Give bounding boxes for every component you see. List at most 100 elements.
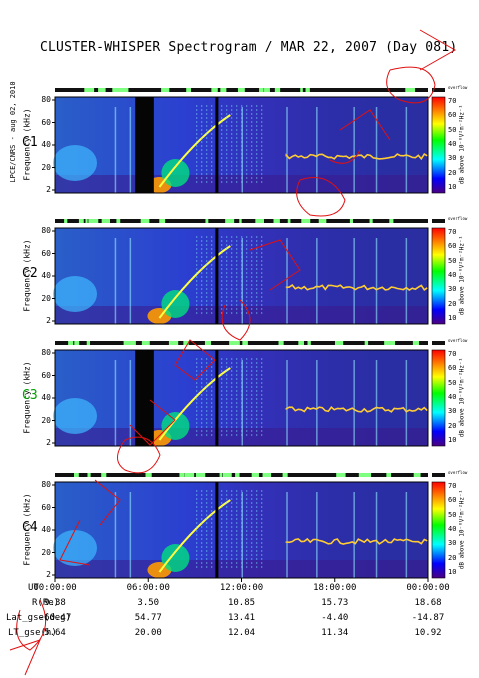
emission-region: [53, 530, 97, 566]
ephemeris-value: 10.92: [414, 628, 442, 638]
y-tick-label: 2: [46, 316, 51, 325]
ephemeris-value: -60.47: [38, 613, 72, 623]
colorbar-tick: 20: [448, 299, 457, 308]
ephemeris-row-label: LT_gse(h): [8, 628, 57, 638]
colorbar-overflow: [432, 219, 445, 223]
colorbar-tick: 50: [448, 378, 457, 387]
telemetry-segment: [186, 88, 191, 92]
telemetry-segment: [282, 473, 288, 477]
ephemeris-value: 11.34: [321, 628, 349, 638]
interference-stripe: [286, 360, 288, 446]
telemetry-segment: [101, 473, 107, 477]
telemetry-bar: [55, 219, 428, 223]
y-tick-label: 20: [41, 547, 51, 557]
colorbar-top-label: overflow: [448, 338, 468, 343]
x-tick-label: 00:00:00: [33, 583, 77, 593]
annotation-stroke: [9, 639, 41, 676]
colorbar-top-label: overflow: [448, 85, 468, 90]
telemetry-segment: [274, 88, 281, 92]
ephemeris-value: 9.38: [44, 598, 66, 608]
ephemeris-value: -14.87: [411, 613, 445, 623]
y-tick-label: 40: [41, 393, 51, 402]
interference-stripe: [241, 360, 243, 446]
telemetry-segment: [364, 341, 369, 345]
interference-stripe: [353, 360, 355, 446]
interference-stripe: [129, 107, 132, 193]
annotation-stroke: [174, 339, 216, 381]
telemetry-segment: [384, 341, 392, 345]
colorbar-tick: 40: [448, 271, 457, 279]
telemetry-segment: [87, 473, 91, 477]
colorbar-title: dB above 10⁻⁸V²m⁻²Hz⁻¹: [458, 104, 466, 185]
colorbar: [431, 227, 446, 325]
interference-stripe: [241, 107, 243, 193]
panel-c2: [52, 219, 446, 325]
colorbar: [431, 481, 446, 579]
colorbar: [431, 349, 446, 447]
y-tick-label: 40: [41, 271, 51, 280]
data-gap: [135, 97, 154, 193]
telemetry-segment: [358, 473, 366, 477]
interference-stripe: [353, 492, 355, 578]
annotation-stroke: [386, 66, 436, 104]
telemetry-segment: [145, 473, 152, 477]
plasma-line-rising: [158, 114, 231, 188]
panel-label: C4: [22, 520, 38, 535]
telemetry-segment: [251, 473, 258, 477]
panel-c4: [52, 473, 446, 579]
interference-stripe: [405, 107, 408, 193]
telemetry-bar: [55, 473, 428, 477]
interference-stripe: [375, 360, 378, 446]
telemetry-segment: [123, 341, 131, 345]
interference-stripe: [405, 492, 408, 578]
telemetry-segment: [301, 219, 311, 223]
ephemeris-row-label: R(Re): [32, 598, 60, 608]
interference-stripe: [375, 238, 378, 324]
telemetry-segment: [287, 219, 291, 223]
telemetry-segment: [336, 473, 346, 477]
colorbar-tick: 60: [448, 364, 457, 373]
telemetry-segment: [221, 88, 226, 92]
telemetry-segment: [274, 219, 280, 223]
interference-stripe: [114, 492, 117, 578]
panel-c1: [52, 88, 446, 194]
ephemeris-value: 15.73: [321, 598, 349, 608]
colorbar-tick: 30: [448, 154, 457, 163]
telemetry-segment: [179, 473, 185, 477]
y-tick-label: 80: [41, 226, 51, 235]
interference-stripe: [114, 238, 117, 324]
colorbar-title: dB above 10⁻⁸V²m⁻²Hz⁻¹: [458, 235, 466, 316]
telemetry-segment: [112, 88, 121, 92]
y-tick-label: 40: [41, 525, 51, 534]
interference-stripe: [114, 360, 117, 446]
colorbar-overflow: [432, 88, 445, 92]
data-gap: [135, 350, 154, 446]
telemetry-bar-bg: [55, 473, 428, 477]
emission-green: [161, 290, 190, 318]
emission-region: [53, 276, 97, 312]
ephemeris-value: 54.77: [134, 613, 162, 623]
telemetry-segment: [369, 219, 373, 223]
ephemeris-value: 10.85: [227, 598, 256, 608]
telemetry-segment: [411, 88, 415, 92]
annotation-stroke: [249, 239, 301, 291]
telemetry-segment: [349, 219, 353, 223]
colorbar-tick: 10: [448, 436, 457, 444]
y-tick-label: 2: [46, 438, 51, 447]
telemetry-segment: [116, 219, 119, 223]
chart-title: CLUSTER-WHISPER Spectrogram / MAR 22, 20…: [40, 40, 458, 55]
interference-stripe: [286, 107, 288, 193]
telemetry-segment: [389, 219, 394, 223]
colorbar-tick: 20: [448, 421, 457, 430]
emission-green: [161, 544, 190, 572]
telemetry-bar-bg: [55, 341, 428, 345]
y-tick-label: 60: [41, 370, 51, 380]
interference-stripe: [129, 492, 132, 578]
telemetry-segment: [184, 473, 195, 477]
colorbar-tick: 20: [448, 553, 457, 562]
ephemeris-value: 5.64: [44, 628, 66, 638]
telemetry-segment: [264, 88, 270, 92]
telemetry-segment: [262, 473, 270, 477]
telemetry-segment: [161, 88, 170, 92]
y-tick-label: 2: [46, 185, 51, 194]
